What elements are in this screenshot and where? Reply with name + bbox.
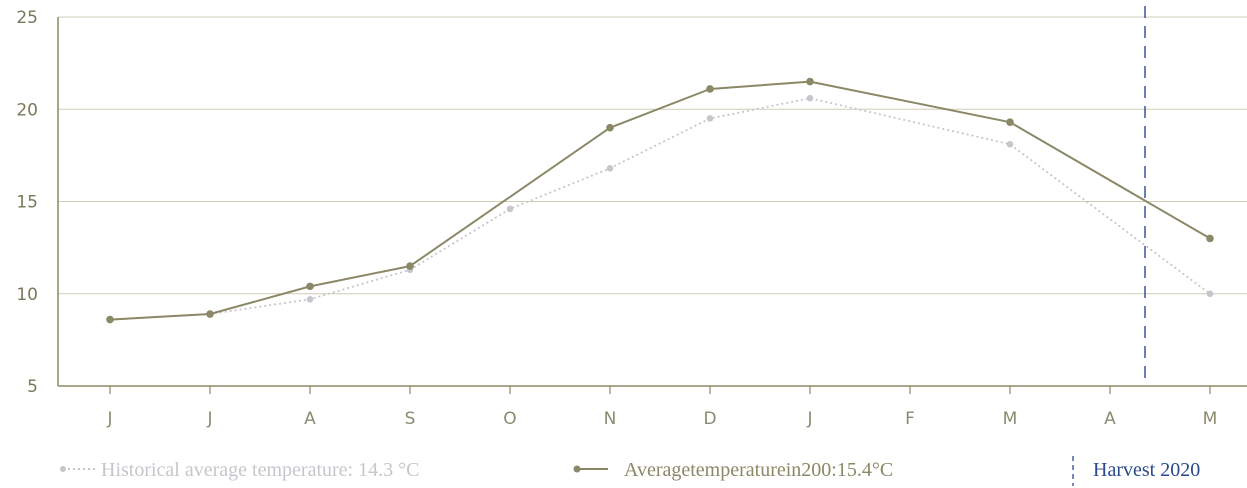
legend-historical: Historical average temperature: 14.3 °C bbox=[60, 459, 419, 481]
series-line-average bbox=[109, 80, 1211, 321]
legend-harvest-label: Harvest 2020 bbox=[1093, 459, 1200, 481]
legend-historical-label: Historical average temperature: 14.3 °C bbox=[101, 459, 419, 481]
x-tick-label: F bbox=[905, 409, 915, 429]
series-point-average bbox=[406, 262, 414, 270]
y-tick-labels: 5 10 15 20 25 bbox=[16, 8, 38, 397]
x-tick-label: A bbox=[304, 409, 316, 429]
series-point-average bbox=[106, 315, 114, 324]
series-point-historical bbox=[606, 164, 614, 172]
legend-average: Averagetemperaturein200:15.4°C bbox=[573, 459, 893, 481]
series-point-average bbox=[1206, 234, 1214, 243]
series-point-historical bbox=[1206, 290, 1214, 298]
x-tick-label: N bbox=[604, 409, 617, 429]
y-tick-label: 25 bbox=[16, 8, 38, 28]
legend-harvest: Harvest 2020 bbox=[1072, 456, 1200, 486]
legend-average-label: Averagetemperaturein200:15.4°C bbox=[624, 459, 893, 481]
y-tick-label: 10 bbox=[16, 285, 38, 305]
x-tick-label: J bbox=[806, 409, 812, 429]
series-point-average bbox=[606, 123, 614, 132]
x-tick-label: M bbox=[1003, 409, 1018, 429]
x-tick-label: J bbox=[106, 409, 112, 429]
series-point-historical bbox=[1006, 141, 1014, 148]
x-tick-label: O bbox=[503, 409, 516, 429]
x-tick-label: A bbox=[1104, 409, 1116, 429]
x-tick-label: J bbox=[206, 409, 212, 429]
legend-historical-marker bbox=[60, 466, 66, 472]
series-point-average bbox=[706, 85, 714, 93]
legend-average-marker bbox=[573, 465, 581, 473]
grid-lines bbox=[58, 16, 1247, 295]
series-point-historical bbox=[306, 295, 314, 303]
series-point-average bbox=[1006, 118, 1014, 126]
series-line-historical bbox=[109, 97, 1211, 321]
series-point-average bbox=[806, 77, 814, 86]
series-point-average bbox=[206, 310, 214, 318]
y-tick-label: 20 bbox=[16, 100, 38, 120]
x-tick-label: M bbox=[1203, 409, 1218, 429]
y-tick-label: 15 bbox=[16, 193, 38, 213]
x-tick-label: D bbox=[703, 409, 716, 429]
series-lines bbox=[106, 77, 1214, 324]
series-point-historical bbox=[706, 115, 714, 122]
axes bbox=[57, 17, 1247, 394]
legend: Historical average temperature: 14.3 °C … bbox=[60, 456, 1200, 486]
x-tick-label: S bbox=[405, 409, 416, 429]
series-point-average bbox=[306, 282, 314, 291]
series-point-historical bbox=[506, 205, 514, 213]
series-point-historical bbox=[806, 94, 814, 102]
y-tick-label: 5 bbox=[27, 377, 38, 397]
